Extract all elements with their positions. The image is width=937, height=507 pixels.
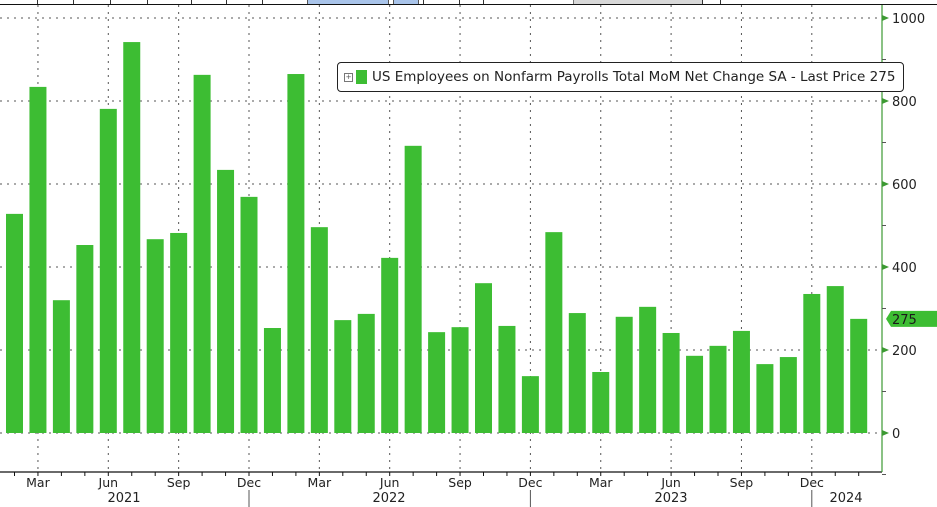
x-year-label: 2021 [107, 491, 140, 506]
bar-series: Feb 2021: 528 Mar 2021: 834 Apr 2021: 320 M… [6, 42, 868, 434]
y-tick-label: 800 [892, 95, 917, 110]
toolbar-divider [191, 0, 192, 4]
x-tick-label: Dec [518, 475, 542, 490]
x-tick-label: Jun [379, 475, 400, 490]
bar: May 2022: 287 [357, 313, 375, 433]
bar: Apr 2022: 272 [334, 320, 352, 433]
bar: Nov 2021: 634 [217, 169, 235, 433]
x-tick-label: Jun [660, 475, 681, 490]
bar: Jul 2022: 692 [404, 145, 422, 433]
toolbar-divider [483, 0, 484, 4]
bar: Nov 2023: 183 [779, 357, 797, 433]
toolbar-tab-selected-2[interactable] [393, 0, 419, 4]
bar: Jul 2021: 942 [123, 42, 141, 433]
y-tick-arrow-icon [882, 98, 889, 104]
bar: Mar 2022: 496 [310, 227, 328, 433]
x-tick-label: Mar [26, 475, 50, 490]
y-tick-arrow-icon [882, 347, 889, 353]
bar: Jun 2021: 781 [99, 108, 117, 433]
bar: Dec 2023: 335 [803, 293, 821, 433]
bar: May 2021: 453 [76, 245, 94, 433]
toolbar-divider [73, 0, 74, 4]
toolbar-divider [147, 0, 148, 4]
x-year-label: 2023 [654, 491, 687, 506]
bar: Feb 2022: 865 [287, 74, 305, 434]
bar: Jun 2023: 241 [662, 332, 680, 433]
x-tick-label: Dec [237, 475, 261, 490]
x-tick-label: Sep [167, 475, 191, 490]
last-price-tag: 275 [886, 310, 937, 328]
x-tick-label: Mar [308, 475, 332, 490]
toolbar-divider [702, 0, 703, 4]
bar: Mar 2023: 147 [592, 371, 610, 433]
y-tick-label: 600 [892, 178, 917, 193]
bar: Aug 2021: 467 [146, 239, 164, 433]
bar: May 2023: 304 [639, 306, 657, 433]
y-tick-label: 400 [892, 261, 917, 276]
chart-legend[interactable]: + US Employees on Nonfarm Payrolls Total… [337, 62, 905, 92]
toolbar-divider [262, 0, 263, 4]
bar: Jun 2022: 422 [381, 257, 399, 433]
expand-legend-icon[interactable]: + [344, 72, 353, 82]
legend-label: US Employees on Nonfarm Payrolls Total M… [372, 69, 896, 85]
y-tick-label: 0 [892, 427, 900, 442]
toolbar-divider [226, 0, 227, 4]
toolbar-divider [423, 0, 424, 4]
bar: Aug 2022: 243 [428, 332, 446, 433]
toolbar-tab-selected[interactable] [307, 0, 389, 4]
x-year-label: 2022 [372, 491, 405, 506]
bar: Jan 2023: 484 [545, 232, 563, 433]
bar: Dec 2022: 137 [521, 376, 539, 433]
toolbar-divider [720, 0, 721, 4]
x-tick-label: Dec [800, 475, 824, 490]
bar: Oct 2021: 863 [193, 74, 211, 433]
bar: Apr 2021: 320 [52, 300, 70, 433]
toolbar-divider [459, 0, 460, 4]
bar: Feb 2023: 289 [568, 313, 586, 433]
x-tick-label: Mar [589, 475, 613, 490]
bar: Sep 2022: 255 [451, 327, 469, 433]
bar: Sep 2021: 482 [170, 232, 188, 433]
y-tick-arrow-icon [882, 430, 889, 436]
x-axis: Mar Jun Sep Dec Mar Jun Sep Dec Mar Jun Sep Dec 2021… [0, 471, 882, 507]
bar: Mar 2021: 834 [29, 86, 47, 433]
last-price-tag-shape [886, 310, 937, 327]
last-price-label: 275 [892, 313, 917, 328]
bar: Oct 2022: 361 [475, 283, 492, 433]
x-tick-label: Sep [448, 475, 472, 490]
y-tick-label: 200 [892, 344, 917, 359]
x-tick-label: Sep [730, 475, 754, 490]
toolbar-divider [37, 0, 38, 4]
x-year-label: 2024 [829, 491, 862, 506]
bar: Jan 2022: 253 [263, 328, 281, 433]
toolbar-strip [0, 0, 937, 5]
bar: Jul 2023: 186 [686, 355, 704, 433]
y-tick-arrow-icon [882, 264, 889, 270]
bar: Jan 2024: 354 [826, 286, 844, 433]
toolbar-divider [110, 0, 111, 4]
x-tick-label: Jun [98, 475, 119, 490]
bar: Oct 2023: 166 [756, 364, 774, 433]
bar: Dec 2021: 569 [240, 196, 258, 433]
bar: Feb 2024: 275 [850, 318, 868, 433]
bar: Apr 2023: 280 [615, 316, 633, 433]
y-tick-arrow-icon [882, 15, 889, 21]
bar: Sep 2023: 246 [732, 330, 750, 433]
bar: Nov 2022: 258 [498, 325, 516, 433]
bar: Feb 2021: 528 [6, 213, 23, 433]
series-color-swatch [356, 70, 367, 84]
y-tick-arrow-icon [882, 181, 889, 187]
bar: Aug 2023: 210 [709, 345, 727, 433]
y-tick-label: 1000 [892, 12, 925, 27]
